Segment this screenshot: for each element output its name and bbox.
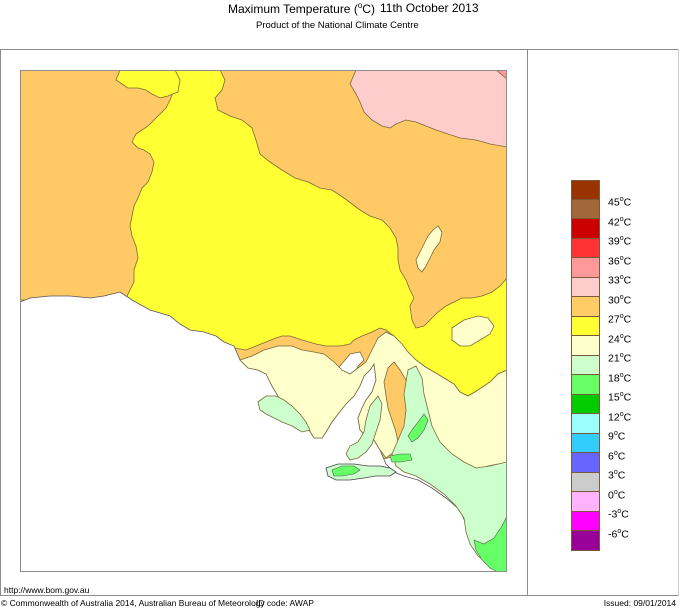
legend-swatch-0 xyxy=(571,472,600,492)
id-code-text: ID code: AWAP xyxy=(256,598,314,608)
zone-15-18-gulf xyxy=(407,413,429,443)
legend-swatch-36 xyxy=(571,238,600,258)
legend-swatch-9 xyxy=(571,414,600,434)
legend-label-36: 36oC xyxy=(608,254,632,268)
legend-label-27: 27oC xyxy=(608,313,632,326)
legend-label-15: 15oC xyxy=(608,391,632,404)
map-title: Maximum Temperature (oC) xyxy=(228,1,375,16)
legend-swatch-42 xyxy=(571,199,600,219)
legend-swatch-45 xyxy=(571,180,600,200)
map-canvas xyxy=(20,70,507,572)
legend-label-0: 0oC xyxy=(608,488,626,502)
copyright-text: © Commonwealth of Australia 2014, Austra… xyxy=(1,598,265,608)
legend-label-24: 24oC xyxy=(608,332,632,346)
legend-swatch-18 xyxy=(571,355,600,375)
legend-label-21: 21oC xyxy=(608,352,632,365)
legend-swatch-30 xyxy=(571,277,600,297)
map-border xyxy=(20,70,507,572)
zone-18-21-west xyxy=(257,395,311,433)
legend-label-6: 6oC xyxy=(608,449,626,463)
legend-swatch-bottom xyxy=(571,531,600,551)
legend-swatch-12 xyxy=(571,394,600,414)
legend-swatch-39 xyxy=(571,219,600,239)
legend-divider xyxy=(527,49,528,596)
legend-swatch-15 xyxy=(571,375,600,395)
legend-swatch-3 xyxy=(571,453,600,473)
zone-15-18-se xyxy=(473,515,507,572)
map-frame-right-edge xyxy=(678,49,679,596)
legend-label-39: 39oC xyxy=(608,235,632,248)
zone-24-27-north xyxy=(115,70,181,99)
bom-url-link[interactable]: http://www.bom.gov.au xyxy=(4,585,90,595)
legend-swatch-24 xyxy=(571,316,600,336)
issued-date-text: Issued: 09/01/2014 xyxy=(603,598,676,608)
temperature-map xyxy=(20,70,507,572)
zone-30-33 xyxy=(349,70,507,148)
map-header: Maximum Temperature (oC) 11th October 20… xyxy=(0,0,680,40)
zone-15-18-cape xyxy=(389,453,413,463)
legend-label-neg6: -6oC xyxy=(608,527,629,541)
legend-label-3: 3oC xyxy=(608,469,626,482)
legend-swatch-6 xyxy=(571,433,600,453)
map-date: 11th October 2013 xyxy=(380,1,479,15)
legend-label-9: 9oC xyxy=(608,430,626,443)
zone-18-21-yorke xyxy=(345,395,383,461)
legend-label-42: 42oC xyxy=(608,215,632,229)
zone-21-24-patch-1 xyxy=(415,225,443,273)
legend-label-18: 18oC xyxy=(608,371,632,385)
map-subtitle: Product of the National Climate Centre xyxy=(256,20,419,31)
zone-15-18-island xyxy=(331,465,361,477)
legend-swatch-33 xyxy=(571,258,600,278)
legend-label-neg3: -3oC xyxy=(608,508,629,521)
legend-label-12: 12oC xyxy=(608,410,632,424)
map-frame xyxy=(0,49,678,596)
legend-label-30: 30oC xyxy=(608,293,632,307)
legend-swatch-21 xyxy=(571,336,600,356)
legend-swatch-27 xyxy=(571,297,600,317)
legend-label-45: 45oC xyxy=(608,196,632,209)
zone-18-21 xyxy=(391,365,507,572)
legend-label-33: 33oC xyxy=(608,274,632,287)
zone-33-36 xyxy=(495,70,507,80)
zone-21-24-patch-2 xyxy=(451,315,495,347)
legend-swatch-neg6 xyxy=(571,511,600,531)
legend-swatch-neg3 xyxy=(571,492,600,512)
